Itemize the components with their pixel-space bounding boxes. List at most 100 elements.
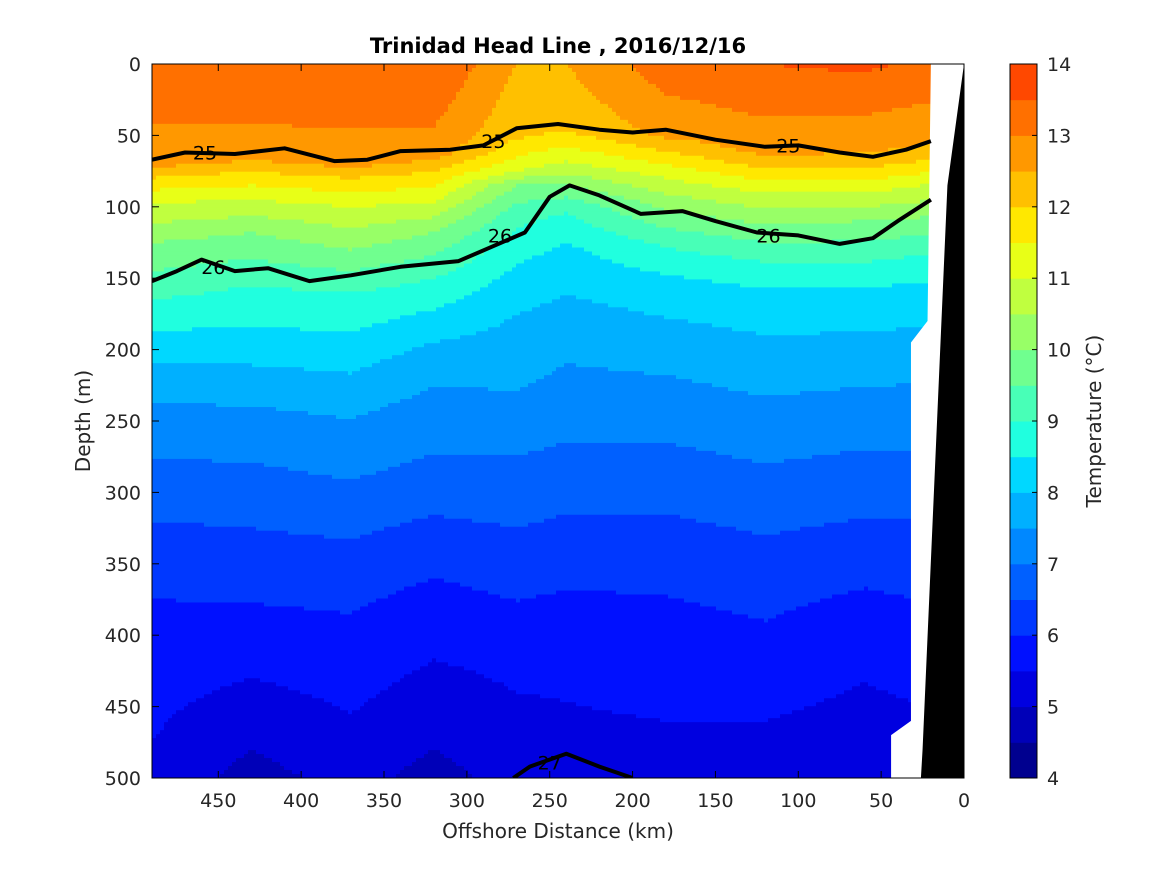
- temperature-cell: [216, 355, 221, 360]
- temperature-cell: [192, 634, 197, 639]
- temperature-cell: [176, 355, 181, 360]
- temperature-cell: [236, 187, 241, 193]
- temperature-cell: [188, 239, 193, 245]
- temperature-cell: [256, 570, 261, 576]
- temperature-cell: [192, 578, 197, 584]
- temperature-cell: [184, 690, 189, 695]
- temperature-cell: [232, 530, 237, 536]
- temperature-cell: [164, 490, 169, 496]
- temperature-cell: [256, 558, 261, 564]
- temperature-cell: [212, 119, 217, 125]
- temperature-cell: [168, 702, 173, 707]
- temperature-cell: [160, 490, 165, 496]
- temperature-cell: [196, 187, 201, 193]
- temperature-cell: [156, 355, 161, 360]
- temperature-cell: [244, 446, 249, 452]
- temperature-cell: [156, 634, 161, 639]
- temperature-cell: [164, 159, 169, 165]
- temperature-cell: [240, 494, 245, 500]
- temperature-cell: [256, 638, 261, 643]
- temperature-cell: [160, 99, 165, 105]
- temperature-cell: [252, 319, 257, 324]
- temperature-cell: [176, 403, 181, 408]
- temperature-cell: [188, 574, 193, 580]
- temperature-cell: [252, 430, 257, 436]
- temperature-cell: [184, 271, 189, 277]
- temperature-cell: [192, 223, 197, 229]
- temperature-cell: [232, 762, 237, 767]
- temperature-cell: [196, 490, 201, 496]
- temperature-cell: [232, 375, 237, 380]
- temperature-cell: [256, 151, 261, 157]
- temperature-cell: [204, 235, 209, 241]
- temperature-cell: [240, 415, 245, 420]
- temperature-cell: [176, 510, 181, 516]
- temperature-cell: [212, 131, 217, 137]
- temperature-cell: [224, 698, 229, 703]
- temperature-cell: [236, 279, 241, 284]
- temperature-cell: [156, 383, 161, 388]
- temperature-cell: [204, 223, 209, 229]
- temperature-cell: [260, 371, 265, 376]
- temperature-cell: [196, 107, 201, 113]
- temperature-cell: [176, 702, 181, 707]
- temperature-cell: [156, 407, 161, 412]
- temperature-cell: [160, 319, 165, 324]
- temperature-cell: [252, 331, 257, 336]
- temperature-cell: [196, 147, 201, 153]
- temperature-cell: [176, 199, 181, 205]
- temperature-cell: [236, 131, 241, 137]
- temperature-cell: [236, 578, 241, 584]
- temperature-cell: [172, 466, 177, 472]
- temperature-cell: [240, 506, 245, 512]
- temperature-cell: [256, 307, 261, 312]
- temperature-cell: [152, 462, 157, 468]
- temperature-cell: [192, 351, 197, 356]
- temperature-cell: [164, 323, 169, 328]
- temperature-cell: [224, 490, 229, 496]
- temperature-cell: [180, 263, 185, 269]
- temperature-cell: [240, 746, 245, 751]
- temperature-cell: [220, 718, 225, 723]
- temperature-cell: [228, 131, 233, 137]
- temperature-cell: [240, 614, 245, 620]
- temperature-cell: [236, 442, 241, 448]
- temperature-cell: [224, 634, 229, 639]
- temperature-cell: [164, 566, 169, 572]
- temperature-cell: [248, 602, 253, 608]
- temperature-cell: [248, 291, 253, 296]
- temperature-cell: [164, 391, 169, 396]
- temperature-cell: [156, 442, 161, 448]
- temperature-cell: [236, 315, 241, 320]
- temperature-cell: [204, 666, 209, 671]
- temperature-cell: [180, 211, 185, 217]
- temperature-cell: [172, 654, 177, 659]
- temperature-cell: [208, 594, 213, 600]
- temperature-cell: [232, 510, 237, 516]
- temperature-cell: [208, 662, 213, 667]
- temperature-cell: [200, 702, 205, 707]
- temperature-cell: [252, 454, 257, 460]
- temperature-cell: [208, 403, 213, 408]
- temperature-cell: [164, 395, 169, 400]
- temperature-cell: [180, 622, 185, 628]
- temperature-cell: [244, 762, 249, 767]
- temperature-cell: [220, 570, 225, 576]
- temperature-cell: [224, 171, 229, 177]
- temperature-cell: [172, 482, 177, 488]
- temperature-cell: [248, 335, 253, 340]
- temperature-cell: [204, 135, 209, 141]
- temperature-cell: [172, 666, 177, 671]
- temperature-cell: [172, 255, 177, 261]
- temperature-cell: [184, 87, 189, 93]
- temperature-cell: [152, 251, 157, 257]
- temperature-cell: [220, 558, 225, 564]
- temperature-cell: [204, 530, 209, 536]
- temperature-cell: [248, 279, 253, 284]
- temperature-cell: [184, 335, 189, 340]
- temperature-cell: [160, 283, 165, 288]
- temperature-cell: [188, 191, 193, 197]
- temperature-cell: [212, 64, 217, 69]
- temperature-cell: [184, 534, 189, 540]
- temperature-cell: [240, 351, 245, 356]
